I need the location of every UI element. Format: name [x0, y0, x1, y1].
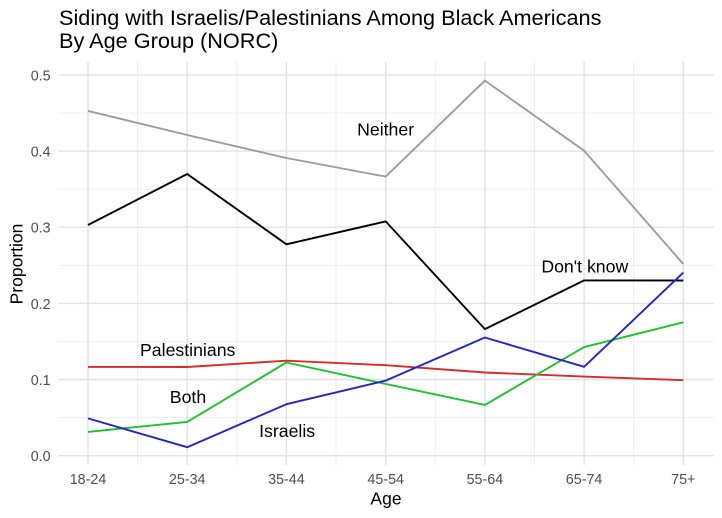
svg-text:0.4: 0.4: [31, 145, 51, 161]
svg-text:By Age Group (NORC): By Age Group (NORC): [59, 28, 278, 53]
svg-text:0.2: 0.2: [31, 297, 51, 313]
svg-text:35-44: 35-44: [268, 472, 305, 488]
svg-text:Siding with Israelis/Palestini: Siding with Israelis/Palestinians Among …: [59, 5, 602, 30]
svg-text:0.3: 0.3: [31, 221, 51, 237]
svg-text:Proportion: Proportion: [7, 224, 27, 305]
svg-text:55-64: 55-64: [467, 472, 504, 488]
svg-text:65-74: 65-74: [566, 472, 603, 488]
svg-text:Neither: Neither: [357, 120, 414, 140]
svg-text:25-34: 25-34: [169, 472, 206, 488]
svg-text:Both: Both: [170, 387, 206, 407]
svg-text:18-24: 18-24: [70, 472, 107, 488]
svg-text:Age: Age: [370, 489, 401, 509]
svg-text:45-54: 45-54: [367, 472, 404, 488]
svg-text:0.5: 0.5: [31, 68, 51, 84]
svg-text:Palestinians: Palestinians: [140, 340, 236, 360]
svg-text:0.1: 0.1: [31, 373, 51, 389]
svg-text:Don't know: Don't know: [541, 256, 628, 276]
svg-text:0.0: 0.0: [31, 449, 51, 465]
svg-text:Israelis: Israelis: [259, 421, 315, 441]
svg-text:75+: 75+: [671, 472, 695, 488]
